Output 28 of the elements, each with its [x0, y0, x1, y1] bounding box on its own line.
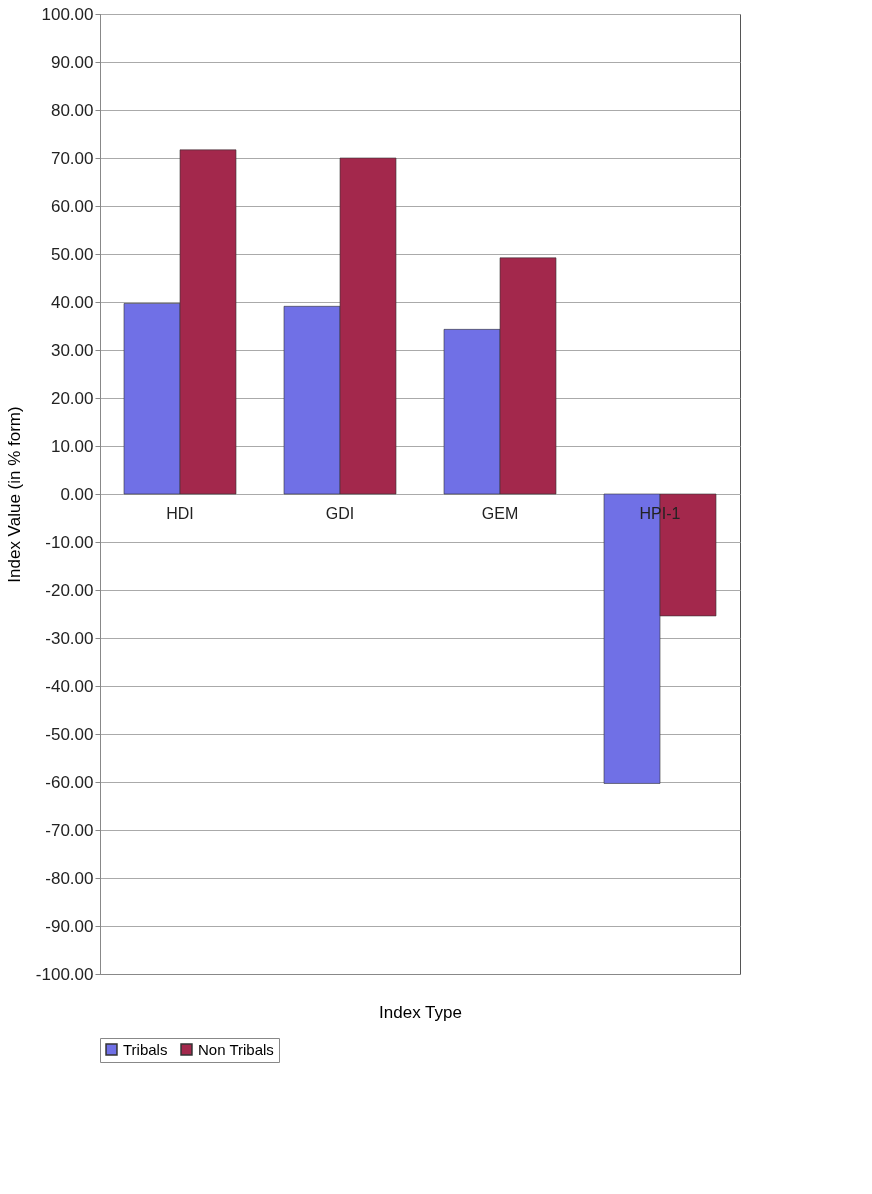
x-tick-label: GEM [481, 505, 519, 522]
y-tick-label: -10.00 [45, 532, 94, 552]
y-tick-label: 80.00 [50, 100, 94, 120]
y-tick-label: 50.00 [50, 244, 94, 264]
y-tick-label: -30.00 [45, 628, 94, 648]
y-tick-label: 0.00 [60, 484, 94, 504]
y-tick-label: -100.00 [35, 964, 94, 984]
y-tick-label: 60.00 [50, 196, 94, 216]
y-tick-label: -70.00 [45, 820, 94, 840]
y-tick-label: 20.00 [50, 388, 94, 408]
y-tick-label: -40.00 [45, 676, 94, 696]
y-tick-label: -20.00 [45, 580, 94, 600]
y-tick-label: 10.00 [50, 436, 94, 456]
x-tick-label: HDI [166, 505, 194, 522]
x-axis-title: Index Type [379, 1002, 462, 1022]
y-tick-label: 70.00 [50, 148, 94, 168]
y-tick-label: 90.00 [50, 52, 94, 72]
y-tick-label: 30.00 [50, 340, 94, 360]
y-axis-title: Index Value (in % form) [4, 406, 24, 583]
legend-label: Tribals [123, 1040, 168, 1058]
y-tick-label: 100.00 [41, 4, 94, 24]
legend-label: Non Tribals [198, 1040, 274, 1058]
x-tick-label: GDI [325, 505, 355, 522]
y-tick-label: -60.00 [45, 772, 94, 792]
y-tick-label: 40.00 [50, 292, 94, 312]
y-tick-label: -90.00 [45, 916, 94, 936]
y-tick-label: -80.00 [45, 868, 94, 888]
y-tick-label: -50.00 [45, 724, 94, 744]
